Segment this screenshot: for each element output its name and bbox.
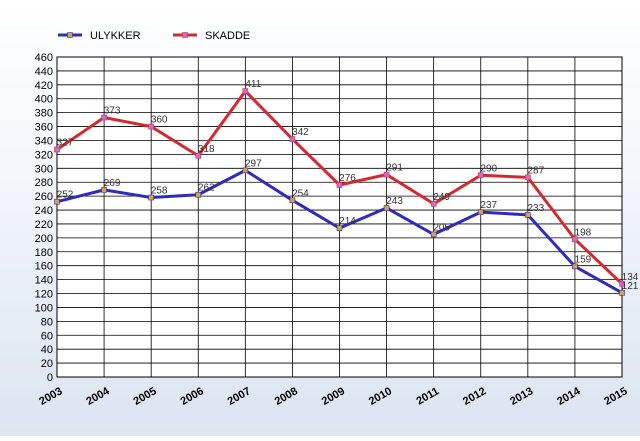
y-tick-label: 200 — [35, 233, 53, 245]
data-point — [525, 212, 531, 218]
y-tick-label: 120 — [35, 289, 53, 301]
data-point — [336, 225, 343, 231]
data-label: 373 — [104, 106, 121, 117]
data-point — [101, 114, 107, 121]
y-tick-label: 400 — [35, 94, 53, 106]
data-point — [289, 197, 296, 204]
y-tick-label: 420 — [35, 80, 53, 92]
data-label: 360 — [151, 115, 168, 126]
legend-label: SKADDE — [205, 30, 250, 42]
data-label: 205 — [433, 222, 450, 233]
y-tick-label: 360 — [35, 122, 53, 134]
x-tick-label: 2015 — [602, 385, 629, 408]
data-label: 290 — [480, 163, 497, 174]
data-point — [572, 236, 578, 243]
data-point — [148, 194, 154, 201]
data-label: 297 — [245, 158, 262, 169]
x-tick-label: 2010 — [367, 385, 394, 408]
legend-label: ULYKKER — [90, 30, 141, 42]
data-point — [242, 88, 249, 94]
data-label: 214 — [339, 216, 356, 227]
data-label: 134 — [622, 272, 639, 283]
data-point — [54, 198, 60, 205]
data-label: 287 — [527, 165, 544, 176]
data-point — [477, 209, 484, 215]
data-point — [195, 191, 202, 198]
y-tick-label: 340 — [35, 135, 53, 147]
x-tick-label: 2003 — [37, 385, 64, 408]
data-label: 258 — [151, 186, 168, 197]
legend-marker — [67, 32, 73, 38]
x-tick-label: 2006 — [179, 385, 206, 408]
data-label: 318 — [198, 144, 215, 155]
data-label: 254 — [292, 188, 309, 199]
x-tick-label: 2004 — [84, 385, 112, 408]
data-point — [383, 171, 390, 178]
y-tick-label: 60 — [41, 330, 53, 342]
y-tick-label: 0 — [47, 372, 53, 384]
y-tick-label: 40 — [41, 344, 53, 356]
data-label: 249 — [433, 192, 450, 203]
x-tick-label: 2013 — [508, 385, 535, 408]
y-tick-label: 240 — [35, 205, 53, 217]
data-point — [101, 187, 107, 193]
y-tick-label: 280 — [35, 177, 53, 189]
data-point — [289, 136, 296, 142]
y-tick-label: 140 — [35, 275, 53, 287]
x-tick-label: 2014 — [555, 385, 583, 408]
y-tick-label: 220 — [35, 219, 53, 231]
y-tick-label: 380 — [35, 108, 53, 120]
y-tick-label: 320 — [35, 149, 53, 161]
data-point — [477, 172, 484, 179]
x-tick-label: 2008 — [273, 385, 300, 408]
data-label: 276 — [339, 173, 356, 184]
data-point — [383, 205, 390, 211]
data-point — [619, 280, 625, 287]
data-label: 342 — [292, 127, 309, 138]
y-tick-label: 20 — [41, 358, 53, 370]
y-tick-label: 160 — [35, 261, 53, 273]
y-tick-label: 440 — [35, 66, 53, 78]
data-label: 237 — [480, 200, 497, 211]
y-tick-label: 260 — [35, 191, 53, 203]
data-label: 121 — [622, 281, 639, 292]
data-label: 262 — [198, 183, 215, 194]
y-tick-label: 80 — [41, 316, 53, 328]
data-point — [619, 290, 625, 296]
data-label: 291 — [386, 163, 403, 174]
data-point — [430, 200, 437, 207]
x-tick-label: 2012 — [461, 385, 488, 408]
x-tick-label: 2009 — [320, 385, 347, 408]
y-tick-label: 300 — [35, 163, 53, 175]
data-label: 243 — [386, 196, 403, 207]
data-point — [430, 231, 437, 238]
y-tick-label: 180 — [35, 247, 53, 259]
data-label: 411 — [245, 79, 261, 90]
legend-marker — [182, 32, 188, 38]
data-label: 327 — [57, 138, 74, 149]
data-label: 159 — [575, 254, 592, 265]
data-point — [336, 182, 343, 188]
data-point — [54, 146, 60, 153]
data-label: 233 — [527, 203, 544, 214]
data-label: 198 — [575, 227, 592, 238]
data-label: 252 — [57, 190, 74, 201]
data-point — [148, 123, 154, 130]
data-point — [572, 263, 578, 270]
x-tick-label: 2005 — [131, 385, 158, 408]
data-point — [525, 174, 531, 181]
y-tick-label: 460 — [35, 52, 53, 64]
y-tick-label: 100 — [35, 302, 53, 314]
data-point — [195, 152, 202, 159]
data-point — [242, 167, 249, 174]
x-tick-label: 2007 — [226, 385, 253, 408]
data-label: 269 — [104, 178, 121, 189]
x-tick-label: 2011 — [414, 385, 441, 407]
plot-frame — [56, 56, 623, 378]
